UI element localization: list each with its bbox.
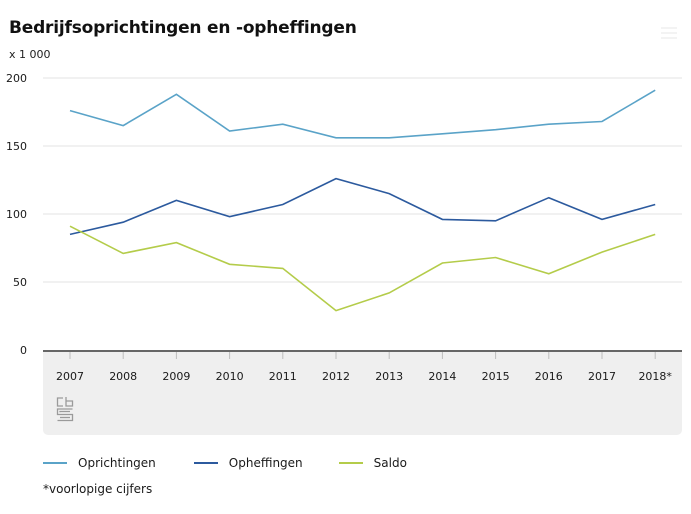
legend-item-oprichtingen[interactable]: Oprichtingen	[43, 456, 156, 470]
legend-label: Oprichtingen	[78, 456, 156, 470]
legend-label: Opheffingen	[228, 456, 303, 470]
x-tick-label: 2008	[109, 370, 137, 383]
legend-item-saldo[interactable]: Saldo	[338, 456, 407, 470]
y-axis-unit-label: x 1 000	[9, 48, 51, 61]
x-tick-label: 2017	[588, 370, 616, 383]
series-line-saldo	[69, 225, 656, 312]
chart-title: Bedrijfsoprichtingen en -opheffingen	[9, 18, 357, 38]
x-tick-label: 2007	[56, 370, 84, 383]
hamburger-menu-icon[interactable]	[661, 27, 677, 39]
y-tick-label: 0	[20, 344, 27, 357]
legend-swatch	[193, 462, 218, 464]
y-tick-label: 100	[6, 208, 27, 221]
legend-label: Saldo	[373, 456, 407, 470]
x-tick-label: 2015	[482, 370, 510, 383]
line-chart: 0 50 100 150 200 2007 2008 2009 2010 2011 2012 2013…	[6, 72, 682, 383]
legend-swatch	[43, 462, 67, 464]
series-line-opheffingen	[69, 177, 656, 236]
y-tick-label: 50	[13, 276, 27, 289]
legend: Oprichtingen Opheffingen Saldo	[43, 456, 439, 470]
x-tick-label: 2012	[322, 370, 350, 383]
series-line-oprichtingen	[69, 89, 656, 139]
x-tick-label: 2018*	[638, 370, 672, 383]
y-tick-label: 150	[6, 140, 27, 153]
footnote: *voorlopige cijfers	[43, 482, 153, 496]
x-axis-band	[43, 350, 682, 435]
legend-item-opheffingen[interactable]: Opheffingen	[193, 456, 303, 470]
x-tick-label: 2010	[216, 370, 244, 383]
x-tick-label: 2011	[269, 370, 297, 383]
y-tick-label: 200	[6, 72, 27, 85]
x-tick-label: 2014	[428, 370, 456, 383]
x-tick-label: 2016	[535, 370, 563, 383]
x-tick-label: 2013	[375, 370, 403, 383]
legend-swatch	[338, 462, 363, 464]
x-tick-label: 2009	[162, 370, 190, 383]
cbs-logo	[56, 397, 74, 422]
